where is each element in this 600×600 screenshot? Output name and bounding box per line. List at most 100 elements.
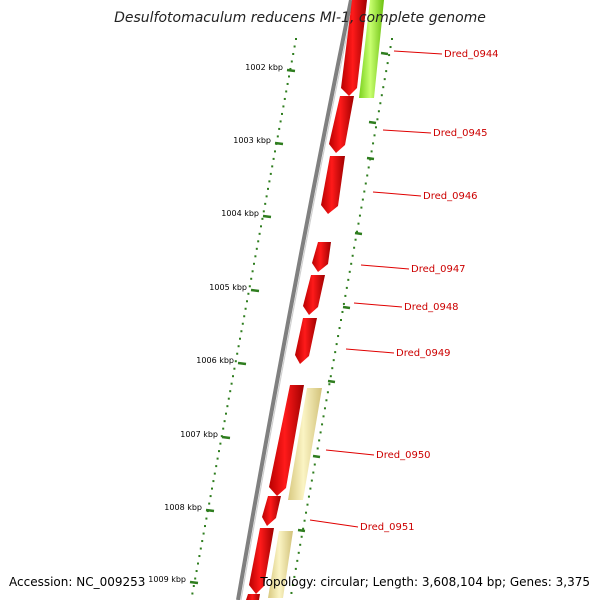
gene-label[interactable]: Dred_0944 <box>444 49 499 60</box>
outer-track-dot <box>279 120 282 123</box>
inner-track-dot <box>300 535 303 538</box>
outer-track-dot <box>199 547 202 550</box>
inner-track-dot <box>321 423 324 426</box>
inner-tick-mark <box>297 528 306 533</box>
inner-tick-mark <box>354 231 363 236</box>
inner-track-dot <box>303 519 306 522</box>
outer-track-dot <box>234 360 237 363</box>
outer-track-dot <box>260 225 262 228</box>
outer-track-dot <box>209 495 212 498</box>
inner-track-dot <box>391 38 393 40</box>
gene-label[interactable]: Dred_0947 <box>411 264 466 275</box>
outer-track-dot <box>211 487 213 490</box>
outer-track-dot <box>198 555 201 558</box>
inner-track-dot <box>350 262 353 265</box>
inner-track-dot <box>310 479 313 482</box>
outer-track-dot <box>218 450 220 453</box>
outer-track-dot <box>237 345 240 348</box>
inner-track-dot <box>357 222 360 225</box>
outer-track-dot <box>208 502 211 505</box>
gene-label[interactable]: Dred_0948 <box>404 302 459 313</box>
inner-track-dot <box>331 367 334 370</box>
outer-track-dot <box>292 52 295 55</box>
inner-track-dot <box>293 575 296 578</box>
inner-track-dot <box>383 78 386 81</box>
inner-track-dot <box>361 198 364 201</box>
inner-track-dot <box>372 142 375 145</box>
inner-track-dot <box>345 286 348 289</box>
outer-track-dot <box>265 195 268 198</box>
inner-track-dot <box>354 238 357 241</box>
inner-track-dot <box>382 86 385 89</box>
outer-track-dot <box>215 465 218 468</box>
genome-backbone <box>236 0 353 600</box>
inner-track-dot <box>366 174 369 177</box>
gene-arrow-dred-0952 <box>249 528 274 594</box>
inner-track-dot <box>370 150 373 153</box>
gene-label[interactable]: Dred_0945 <box>433 128 488 139</box>
inner-track-dot <box>329 375 332 378</box>
gene-label-leader <box>382 129 432 134</box>
outer-track-dot <box>272 157 275 160</box>
gene-label[interactable]: Dred_0950 <box>376 450 431 461</box>
gene-label-leader <box>353 302 403 308</box>
inner-track-dot <box>296 559 299 562</box>
outer-track-dot <box>227 397 230 400</box>
inner-track-dot <box>290 591 293 594</box>
inner-track-dot <box>386 62 389 65</box>
gene-label-leader <box>325 449 375 456</box>
outer-track-dot <box>282 105 285 108</box>
inner-track-dot <box>377 110 380 113</box>
outer-track-dot <box>197 562 199 565</box>
scale-tick-mark <box>274 141 284 146</box>
gene-label-leader <box>345 348 395 354</box>
outer-track-dot <box>253 262 255 265</box>
outer-track-dot <box>246 300 248 303</box>
inner-track-dot <box>376 118 379 121</box>
inner-tick-mark <box>327 379 336 384</box>
scale-tick-mark <box>205 508 215 513</box>
gene-label[interactable]: Dred_0946 <box>423 191 478 202</box>
outer-track-dot <box>239 337 241 340</box>
scale-tick-label: 1007 kbp <box>180 430 218 439</box>
inner-track-dot <box>389 46 392 49</box>
outer-track-dot <box>212 480 215 483</box>
inner-track-dot <box>313 463 316 466</box>
inner-track-dot <box>328 383 331 386</box>
outer-track-dot <box>276 135 279 138</box>
scale-tick-mark <box>189 580 199 585</box>
accession-text: Accession: NC_009253 <box>9 575 146 589</box>
outer-track-dot <box>288 75 290 78</box>
inner-track-dot <box>388 54 391 57</box>
genome-title: Desulfotomaculum reducens MI-1, complete… <box>114 10 486 26</box>
inner-track-dot <box>307 495 310 498</box>
inner-track-dot <box>302 527 305 530</box>
outer-track-dot <box>229 390 232 393</box>
gene-label[interactable]: Dred_0951 <box>360 522 415 533</box>
outer-track-dot <box>220 435 223 438</box>
outer-track-dot <box>255 247 258 250</box>
gene-label[interactable]: Dred_0949 <box>396 348 451 359</box>
outer-track-dot <box>295 38 297 40</box>
scale-tick-mark <box>286 68 296 73</box>
inner-track-dot <box>323 407 326 410</box>
gene-label-leader <box>393 50 443 55</box>
outer-track-dot <box>204 525 206 528</box>
outer-track-dot <box>244 307 247 310</box>
inner-track-dot <box>348 270 351 273</box>
gene-labels: Dred_0944 Dred_0945 Dred_0946 Dred_0947 Dred… <box>309 49 499 533</box>
inner-track-dot <box>351 254 354 257</box>
outer-track-dot <box>219 442 222 445</box>
outer-track-dot <box>202 532 205 535</box>
gene-bar-dred-0944-green <box>359 0 384 98</box>
scale-tick-label: 1008 kbp <box>164 503 202 512</box>
inner-track-dot <box>367 166 370 169</box>
scale-ticks: 1002 kbp 1003 kbp 1004 kbp 1005 kbp 1006 kbp… <box>148 51 389 585</box>
outer-track-dot <box>240 330 243 333</box>
outer-track-dot <box>250 277 253 280</box>
gene-arrow-dred-0949 <box>295 318 317 364</box>
outer-track-dot <box>271 165 274 168</box>
outer-track-dot <box>233 367 236 370</box>
topology-text: Topology: circular; Length: 3,608,104 bp… <box>260 575 590 589</box>
